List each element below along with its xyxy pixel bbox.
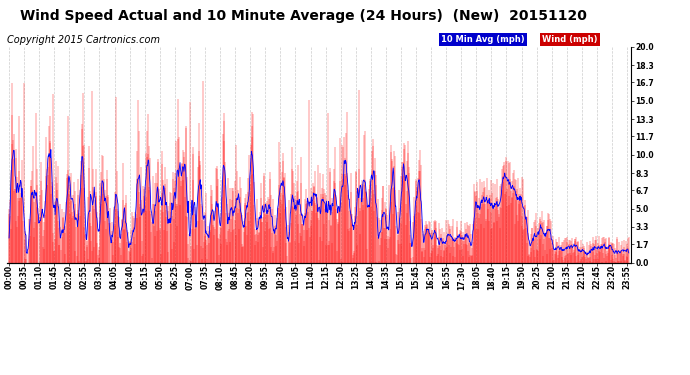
Text: Wind (mph): Wind (mph)	[542, 35, 598, 44]
Text: 10 Min Avg (mph): 10 Min Avg (mph)	[441, 35, 524, 44]
Text: Wind Speed Actual and 10 Minute Average (24 Hours)  (New)  20151120: Wind Speed Actual and 10 Minute Average …	[20, 9, 587, 23]
Text: Copyright 2015 Cartronics.com: Copyright 2015 Cartronics.com	[7, 35, 160, 45]
